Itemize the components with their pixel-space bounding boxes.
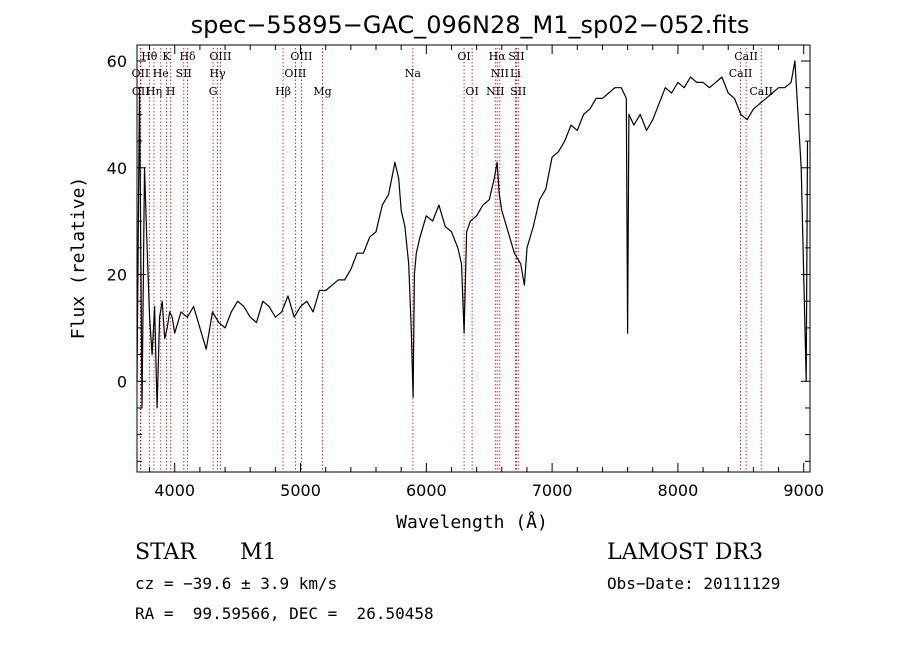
line-label: CaII bbox=[734, 50, 758, 63]
line-label: CaII bbox=[749, 85, 773, 98]
x-tick-label: 5000 bbox=[280, 481, 321, 500]
emission-line-markers bbox=[139, 48, 762, 472]
line-label: Hα bbox=[489, 50, 507, 63]
x-tick-label: 6000 bbox=[406, 481, 447, 500]
y-tick-label: 40 bbox=[107, 159, 127, 178]
line-label: Hβ bbox=[275, 85, 291, 98]
line-label: OI bbox=[457, 50, 470, 63]
redshift-velocity: cz = −39.6 ± 3.9 km/s bbox=[135, 574, 338, 593]
line-label: K bbox=[162, 50, 171, 63]
y-axis-label: Flux (relative) bbox=[68, 177, 89, 340]
object-subclass: M1 bbox=[240, 540, 277, 565]
y-tick-label: 0 bbox=[117, 372, 127, 391]
line-label: SII bbox=[510, 85, 526, 98]
observation-date: Obs−Date: 20111129 bbox=[607, 574, 781, 593]
line-label: Hη bbox=[146, 85, 162, 98]
line-label: G bbox=[209, 85, 218, 98]
survey-name: LAMOST DR3 bbox=[607, 540, 763, 565]
line-label: Mg bbox=[313, 85, 331, 98]
line-label: SII bbox=[176, 67, 192, 80]
line-label: OII bbox=[132, 67, 150, 80]
x-tick-label: 4000 bbox=[154, 481, 195, 500]
spectrum-line bbox=[136, 60, 809, 409]
line-label: H bbox=[166, 85, 176, 98]
x-tick-label: 9000 bbox=[783, 481, 824, 500]
x-tick-label: 7000 bbox=[532, 481, 573, 500]
y-tick-label: 60 bbox=[107, 52, 127, 71]
line-label: Hγ bbox=[209, 67, 226, 80]
line-label: OIII bbox=[284, 67, 306, 80]
line-label: OI bbox=[465, 85, 478, 98]
line-label: NII bbox=[486, 85, 504, 98]
x-tick-label: 8000 bbox=[658, 481, 699, 500]
line-label: Hδ bbox=[179, 50, 196, 63]
line-label: He bbox=[153, 67, 169, 80]
line-label: Na bbox=[405, 67, 422, 80]
plot-frame bbox=[136, 44, 811, 473]
line-label: OII bbox=[132, 85, 150, 98]
line-label: OIII bbox=[209, 50, 231, 63]
y-axis: 0 20 40 60 bbox=[107, 52, 810, 462]
line-label: NII bbox=[491, 67, 509, 80]
x-axis-label: Wavelength (Å) bbox=[396, 511, 548, 533]
chart-title: spec−55895−GAC_096N28_M1_sp02−052.fits bbox=[191, 11, 750, 39]
line-label: Hθ bbox=[141, 50, 158, 63]
line-label: CaII bbox=[729, 67, 753, 80]
spectrum-series bbox=[136, 60, 809, 409]
coordinates: RA = 99.59566, DEC = 26.50458 bbox=[135, 604, 434, 623]
line-label: Li bbox=[510, 67, 521, 80]
y-tick-label: 20 bbox=[107, 266, 127, 285]
x-axis: 4000 5000 6000 7000 8000 9000 bbox=[149, 45, 824, 500]
line-label: OIII bbox=[290, 50, 312, 63]
line-label: SII bbox=[508, 50, 524, 63]
object-type: STAR bbox=[135, 540, 196, 565]
